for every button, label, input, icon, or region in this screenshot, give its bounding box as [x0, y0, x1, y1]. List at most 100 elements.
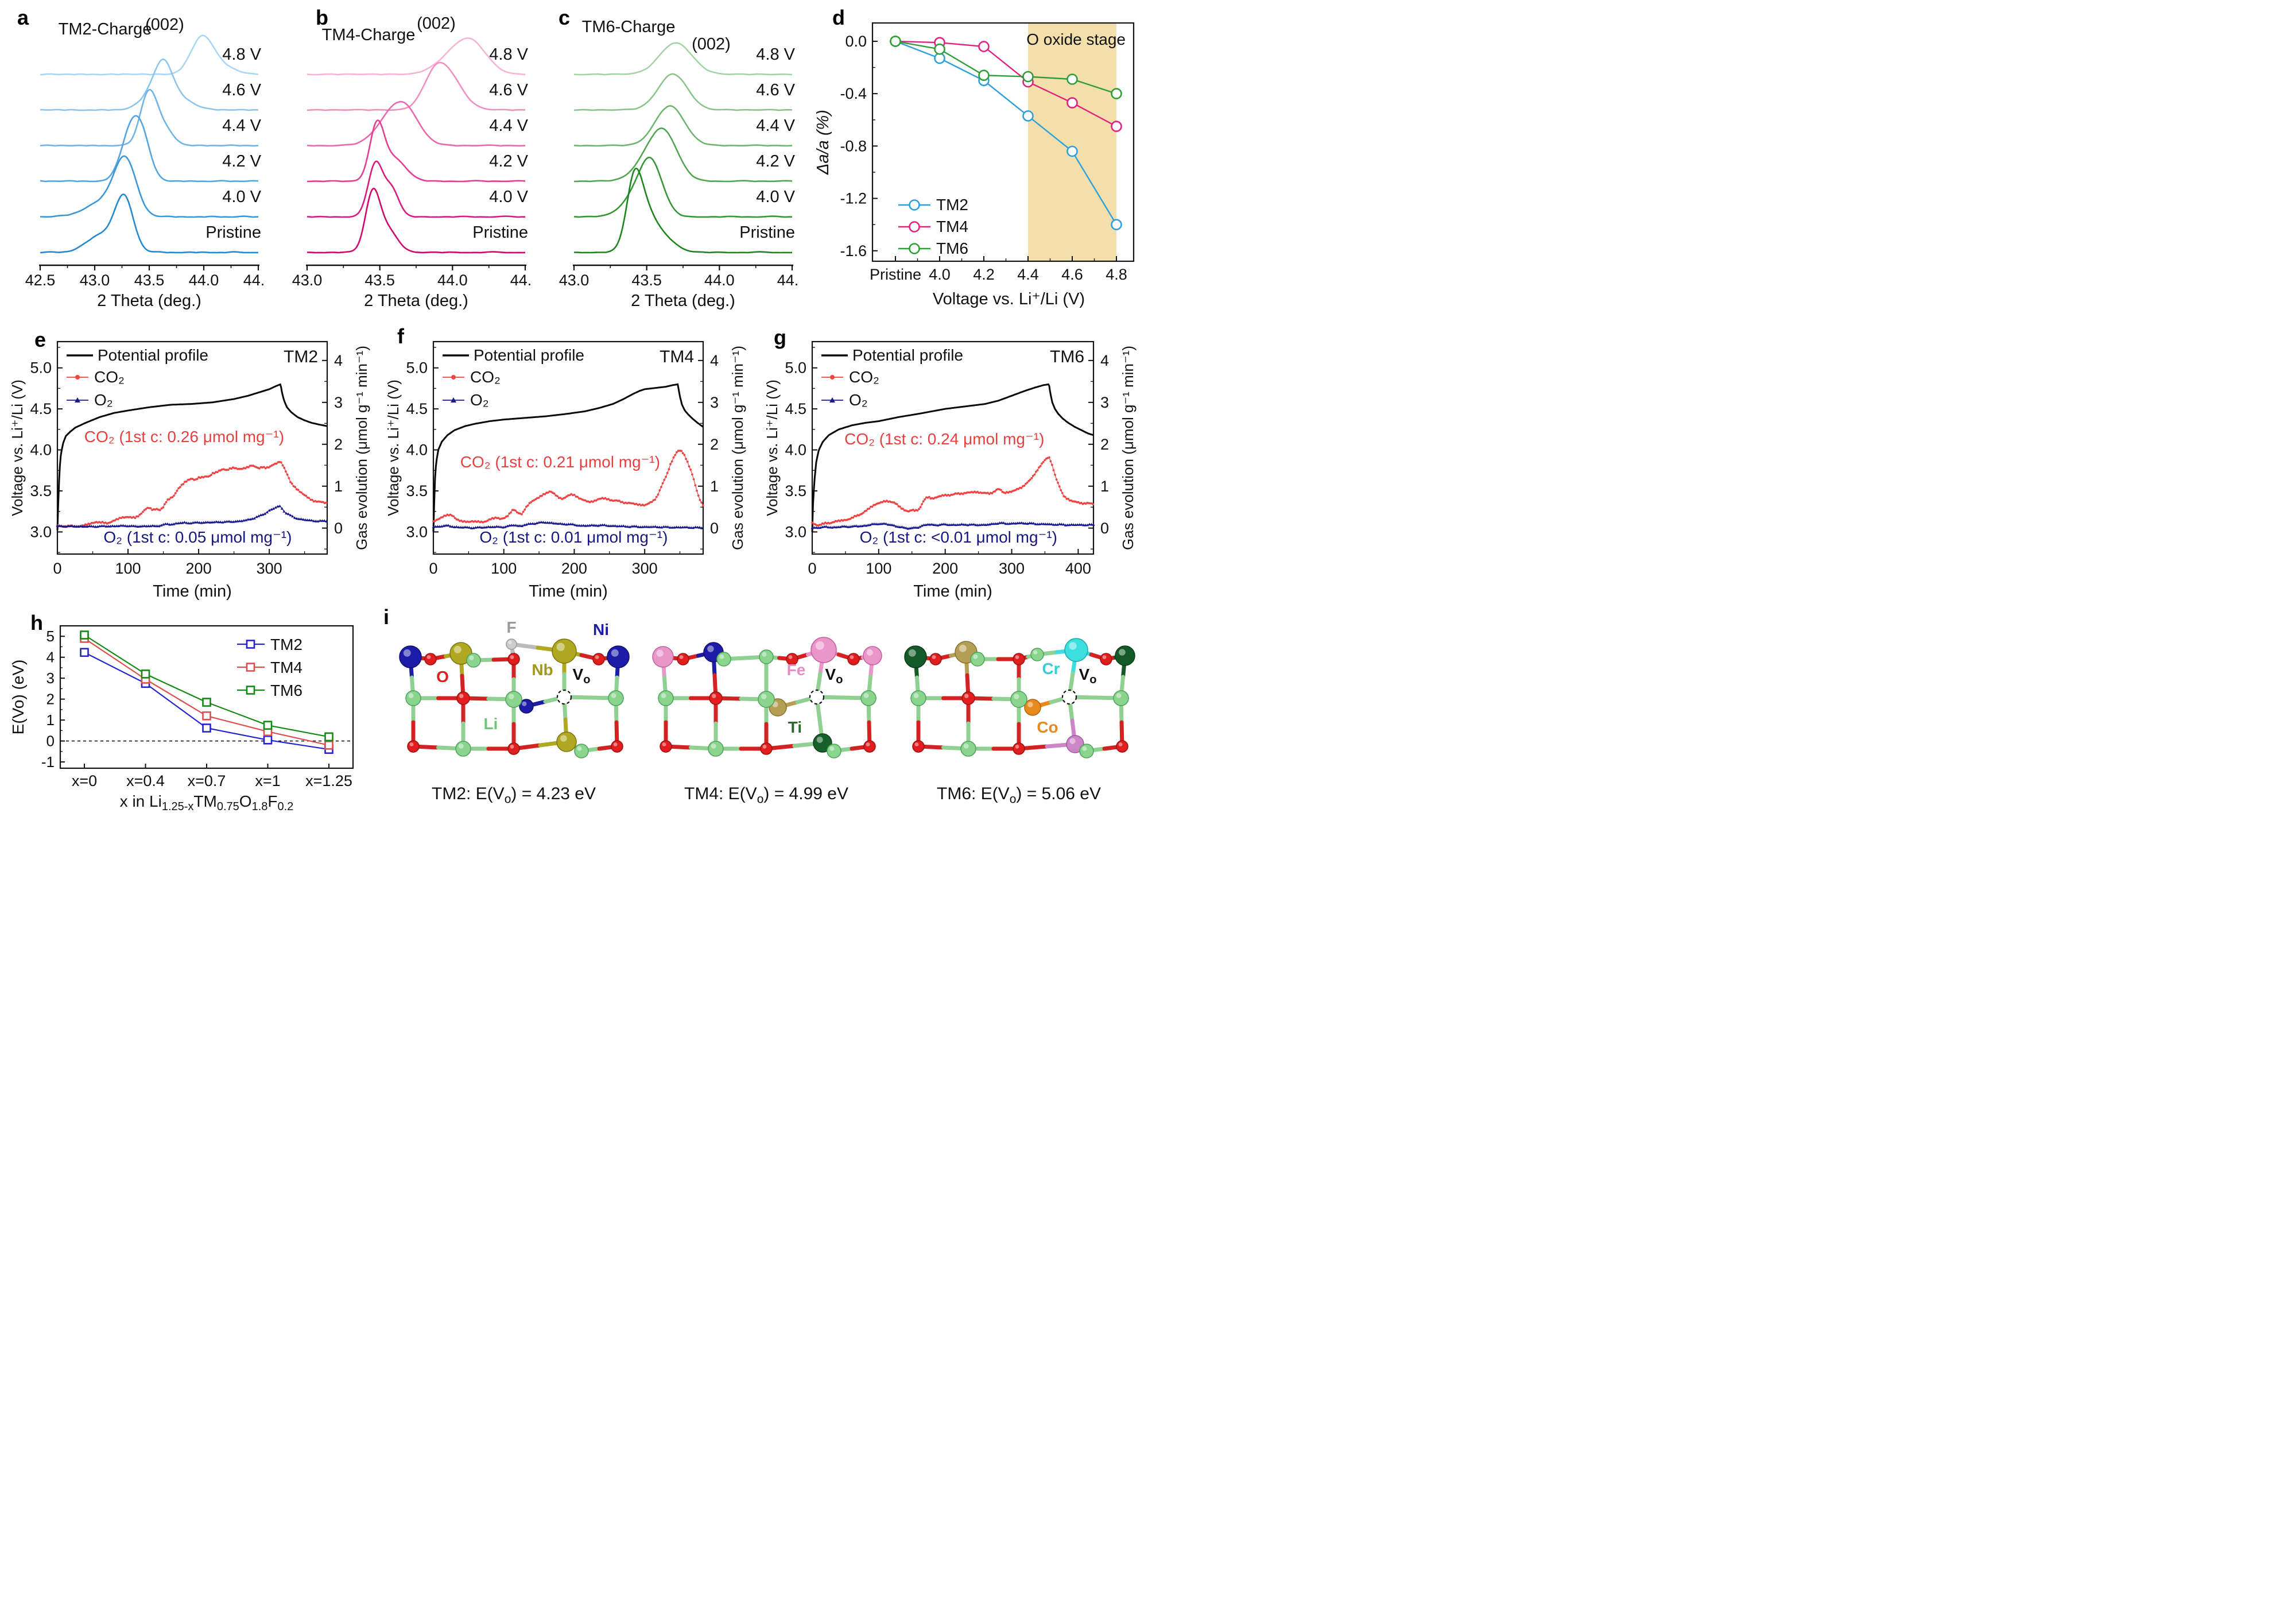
data-point: [934, 43, 945, 55]
x-tick-label: 44.5: [510, 272, 531, 289]
data-point: [978, 69, 990, 81]
atom-label: Fe: [787, 661, 806, 679]
figure-canvas: a 42.543.043.544.044.52 Theta (deg.)TM2-…: [0, 0, 1148, 811]
legend-co2: CO₂: [470, 368, 501, 386]
oxygen-vacancy: [556, 689, 572, 705]
left-tick-label: 5.0: [785, 359, 806, 377]
x-tick-label: 4.6: [1061, 266, 1083, 283]
legend-o2: O₂: [470, 391, 489, 409]
atom-label: Ti: [788, 718, 802, 736]
peak-hkl-label: (002): [692, 35, 731, 53]
atom-O: [786, 653, 798, 665]
atom-O: [1013, 653, 1025, 665]
atom-O: [929, 653, 942, 665]
right-tick-label: 0: [710, 520, 719, 537]
x-tick-label: 300: [632, 560, 658, 577]
curve-voltage-label: Pristine: [739, 223, 795, 242]
x-tick-label: 43.5: [134, 272, 165, 289]
atom-DG: [904, 645, 927, 668]
xrd-curve-4.2 V: [307, 119, 526, 183]
atom-DG: [1115, 645, 1135, 666]
x-tick-label: 200: [561, 560, 587, 577]
series-line-TM2: [895, 40, 1118, 225]
x-tick-label: 200: [186, 560, 212, 577]
atom-Fe: [863, 646, 882, 665]
plot-frame: [432, 340, 704, 555]
atom-Li: [860, 690, 876, 706]
x-tick-label: 0: [429, 560, 437, 577]
atom-Fe: [810, 637, 837, 663]
atom-label: F: [506, 618, 516, 636]
atom-Li: [970, 652, 985, 667]
panel-letter-g: g: [774, 326, 786, 349]
y-tick-label: 4: [46, 649, 55, 666]
atom-Ni: [519, 699, 534, 714]
co2-annotation: CO₂ (1st c: 0.26 μmol mg⁻¹): [84, 428, 284, 446]
xrd-curve-4.6 V: [307, 61, 526, 111]
x-axis-title: Time (min): [529, 582, 607, 601]
atom-Li: [716, 652, 731, 667]
plot-frame: [56, 340, 328, 555]
curve-voltage-label: 4.8 V: [756, 45, 795, 64]
right-tick-label: 0: [334, 520, 343, 537]
atom-Li: [658, 690, 674, 706]
structure-caption: TM2: E(Vo) = 4.23 eV: [432, 784, 596, 806]
y-tick-label: -1.6: [840, 242, 867, 260]
x-tick-label: 4.2: [973, 266, 995, 283]
xrd-curve-4.8 V: [307, 37, 526, 76]
y-tick-label: 1: [46, 711, 55, 729]
left-tick-label: 4.0: [406, 442, 428, 459]
x-axis-title: Time (min): [913, 582, 992, 601]
o2-annotation: O₂ (1st c: <0.01 μmol mg⁻¹): [860, 528, 1057, 546]
atom-O: [660, 740, 672, 753]
panel-h-vacancy-energy: h -1 0 1 2 3 4 5 x=0 x=0.4 x=0.7 x=1 x=1.25 x in Li1…: [9, 611, 376, 811]
legend-o2: O₂: [849, 391, 868, 409]
x-tick-label: 43.5: [631, 272, 662, 289]
right-tick-label: 1: [334, 478, 343, 495]
panel-g-plot: 3.0 3.5 4.0 4.5 5.0 0 1 2 3 4 0 100 200 300 400 Time (m…: [763, 340, 1137, 601]
atom-O: [424, 653, 437, 665]
x-tick-label: 200: [932, 560, 958, 577]
atom-Li: [466, 653, 481, 668]
potential-profile-curve: [432, 383, 704, 532]
right-tick-label: 4: [1100, 352, 1109, 369]
atom-O: [1013, 742, 1025, 755]
atom-O: [456, 691, 470, 705]
atom-Li: [1030, 648, 1044, 661]
atom-F: [506, 638, 517, 650]
xrd-curve-4.2 V: [573, 127, 793, 183]
x-tick-label: 44.5: [243, 272, 264, 289]
xrd-curve-4.0 V: [307, 160, 526, 218]
data-point: [1022, 71, 1034, 83]
xrd-title: TM4-Charge: [322, 26, 416, 44]
atom-Ti: [813, 733, 832, 753]
atom-O: [709, 691, 723, 705]
curve-voltage-label: 4.6 V: [756, 81, 795, 99]
panel-e-gas-tm2: e 3.0 3.5 4.0 4.5 5.0 0 1 2 3 4 0 100 200 300 Time (mi…: [9, 324, 376, 611]
atom-O: [1100, 653, 1112, 665]
panel-letter-b: b: [316, 6, 328, 29]
left-tick-label: 4.5: [406, 400, 428, 417]
right-tick-label: 3: [1100, 394, 1109, 411]
y-tick-label: 0: [46, 733, 55, 750]
right-tick-label: 1: [710, 478, 719, 495]
data-point: [1066, 145, 1078, 157]
plot-frame: [871, 22, 1135, 262]
xrd-curve-4.2 V: [40, 115, 259, 183]
x-tick-label: x=1: [255, 772, 280, 789]
xrd-curve-Pristine: [573, 168, 793, 254]
panel-i-structures: i F Ni Nb Vo O Li TM2: E(Vo) = 4.23 eV Fe Vo Ti TM…: [382, 605, 1148, 811]
left-tick-label: 4.0: [30, 442, 52, 459]
y-tick-label: 0.0: [845, 33, 867, 50]
right-axis-title: Gas evolution (μmol g⁻¹ min⁻¹): [353, 346, 370, 550]
left-tick-label: 3.5: [785, 482, 806, 500]
atom-label: Vo: [573, 665, 591, 686]
atom-Li: [708, 741, 724, 757]
panel-h-plot: -1 0 1 2 3 4 5 x=0 x=0.4 x=0.7 x=1 x=1.25 x in Li1.2…: [9, 625, 354, 811]
left-tick-label: 3.0: [785, 523, 806, 540]
o2-curve: [812, 522, 1094, 529]
atom-O: [961, 691, 975, 705]
curve-voltage-label: 4.4 V: [489, 117, 528, 135]
x-tick-label: x=0: [72, 772, 97, 789]
atom-Li: [910, 690, 926, 706]
